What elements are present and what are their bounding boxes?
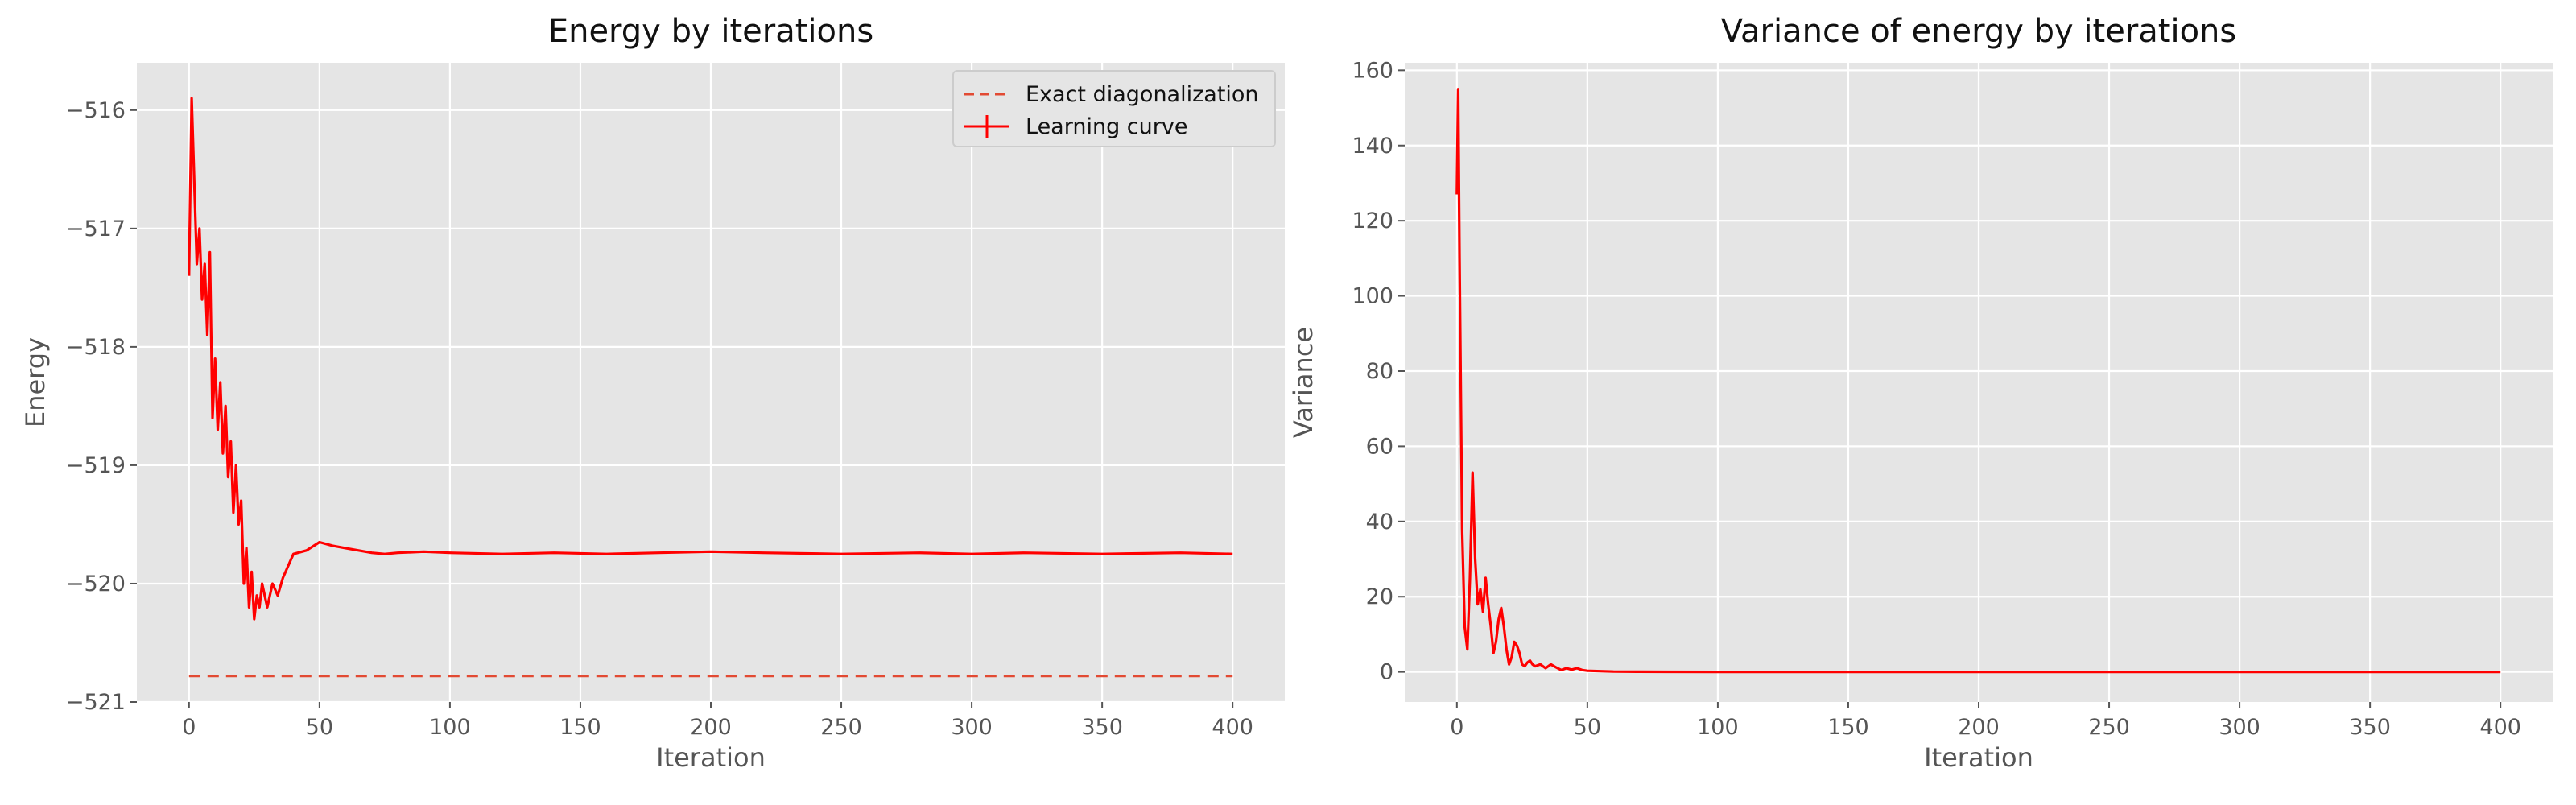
y-tick-label: 140 <box>1352 134 1393 159</box>
variance-chart-title: Variance of energy by iterations <box>1721 13 2236 50</box>
legend-label-learning-curve: Learning curve <box>1026 114 1187 139</box>
x-tick-label: 300 <box>2219 715 2260 740</box>
x-tick-label: 300 <box>951 715 993 740</box>
x-tick-label: 350 <box>2349 715 2391 740</box>
energy-y-axis-label: Energy <box>20 337 51 427</box>
series-line-0 <box>1455 88 2501 674</box>
variance-chart: 0 50 100 150 200 250 300 350 400 0 20 40 60 80 100 120 1… <box>1288 13 2553 773</box>
y-tick-label: 120 <box>1352 208 1393 233</box>
x-tick-label: 50 <box>1574 715 1601 740</box>
energy-chart-title: Energy by iterations <box>548 13 873 50</box>
y-tick-label: 80 <box>1366 359 1393 384</box>
variance-series <box>1455 88 2501 674</box>
x-tick-label: 100 <box>1697 715 1739 740</box>
energy-chart: 0 50 100 150 200 250 300 350 400 −521 −520 −519 −518… <box>20 13 1285 773</box>
y-tick-label: −520 <box>66 572 126 597</box>
legend-box <box>952 70 1276 147</box>
y-tick-label: 60 <box>1366 434 1393 459</box>
y-tick-label: 0 <box>1380 660 1393 685</box>
x-tick-label: 150 <box>1827 715 1869 740</box>
y-tick-label: −516 <box>66 98 126 123</box>
variance-x-axis-label: Iteration <box>1924 742 2033 773</box>
x-tick-label: 0 <box>1450 715 1463 740</box>
series-line-1 <box>188 97 1233 621</box>
y-tick-label: 100 <box>1352 284 1393 309</box>
y-tick-label: −518 <box>66 335 126 360</box>
y-tick-label: −519 <box>66 453 126 478</box>
x-tick-label: 200 <box>690 715 732 740</box>
y-tick-label: −517 <box>66 217 126 242</box>
variance-ticks: 0 50 100 150 200 250 300 350 400 0 20 40 60 80 100 120 1… <box>1352 58 2521 740</box>
x-tick-label: 400 <box>2479 715 2521 740</box>
x-tick-label: 400 <box>1212 715 1253 740</box>
y-tick-label: 40 <box>1366 510 1393 535</box>
y-tick-label: −521 <box>66 690 126 715</box>
x-tick-label: 150 <box>559 715 601 740</box>
x-tick-label: 250 <box>2088 715 2130 740</box>
legend-label-exact-diagonalization: Exact diagonalization <box>1026 82 1259 107</box>
y-tick-label: 160 <box>1352 58 1393 83</box>
x-tick-label: 0 <box>182 715 196 740</box>
x-tick-label: 100 <box>429 715 471 740</box>
energy-x-axis-label: Iteration <box>656 742 766 773</box>
variance-y-axis-label: Variance <box>1288 327 1319 438</box>
x-tick-label: 50 <box>306 715 333 740</box>
x-tick-label: 250 <box>820 715 862 740</box>
energy-ticks: 0 50 100 150 200 250 300 350 400 −521 −520 −519 −518… <box>66 98 1253 740</box>
x-tick-label: 350 <box>1081 715 1123 740</box>
y-tick-label: 20 <box>1366 584 1393 609</box>
energy-legend: Exact diagonalization Learning curve <box>952 70 1276 147</box>
x-tick-label: 200 <box>1958 715 2000 740</box>
energy-series <box>188 97 1233 678</box>
